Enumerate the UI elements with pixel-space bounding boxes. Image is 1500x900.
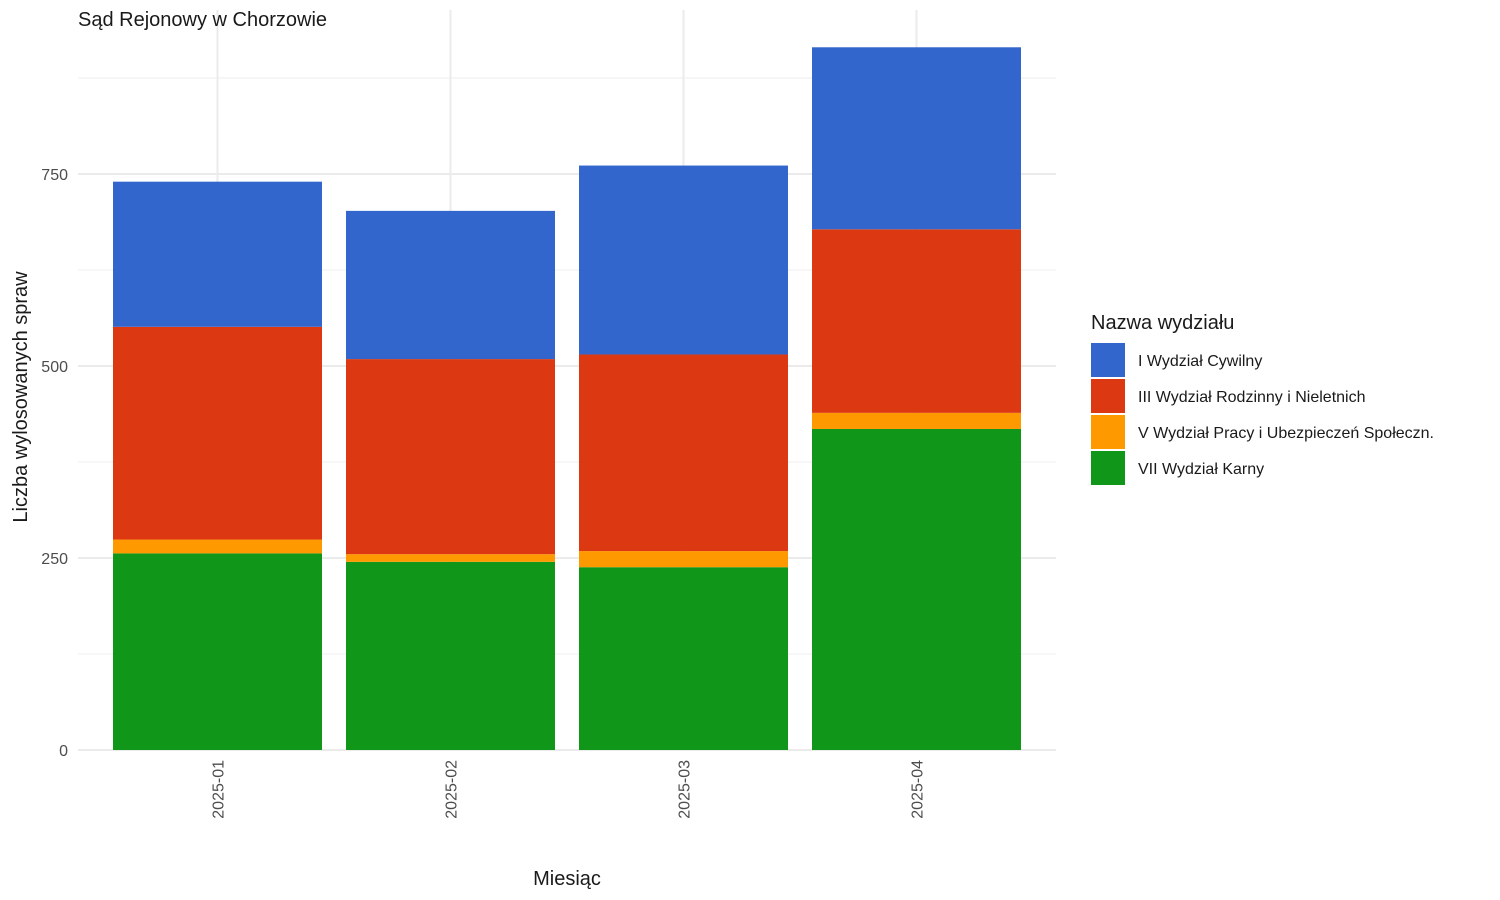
bar-segment [113,539,322,554]
bar-segment [579,551,788,568]
legend-swatch [1091,451,1125,485]
bar-segment [579,165,788,355]
bar-segment [812,412,1021,429]
bar-segment [812,47,1021,230]
bar-segment [346,561,555,750]
bar-segment [346,359,555,555]
chart-title: Sąd Rejonowy w Chorzowie [78,9,327,31]
legend-swatch [1091,415,1125,449]
y-tick-label: 750 [41,167,68,184]
legend-label: III Wydział Rodzinny i Nieletnich [1138,389,1366,406]
y-axis-title: Liczba wylosowanych spraw [10,271,32,523]
bar-segment [113,553,322,750]
x-tick-label: 2025-04 [910,760,927,819]
legend-label: V Wydział Pracy i Ubezpieczeń Społeczn. [1138,425,1434,442]
bar-segment [812,428,1021,750]
x-tick-label: 2025-02 [444,760,461,819]
bar-segment [579,354,788,552]
legend: Nazwa wydziału I Wydział Cywilny III Wydz… [1091,312,1434,485]
axis-ticks: 0 250 500 750 2025-01 2025-02 2025-03 2025-04 [41,167,926,819]
legend-title: Nazwa wydziału [1091,312,1234,334]
bar-segment [346,210,555,360]
x-tick-label: 2025-03 [677,760,694,819]
bar-segment [113,326,322,540]
legend-swatch [1091,379,1125,413]
legend-label: I Wydział Cywilny [1138,353,1262,370]
bars [113,47,1021,750]
y-tick-label: 0 [59,743,68,760]
x-tick-label: 2025-01 [211,760,228,819]
bar-segment [812,229,1021,413]
bar-segment [346,554,555,562]
y-tick-label: 500 [41,359,68,376]
bar-segment [579,567,788,750]
y-tick-label: 250 [41,551,68,568]
legend-label: VII Wydział Karny [1138,461,1264,478]
legend-swatch [1091,343,1125,377]
x-axis-title: Miesiąc [533,868,601,890]
bar-segment [113,181,322,327]
